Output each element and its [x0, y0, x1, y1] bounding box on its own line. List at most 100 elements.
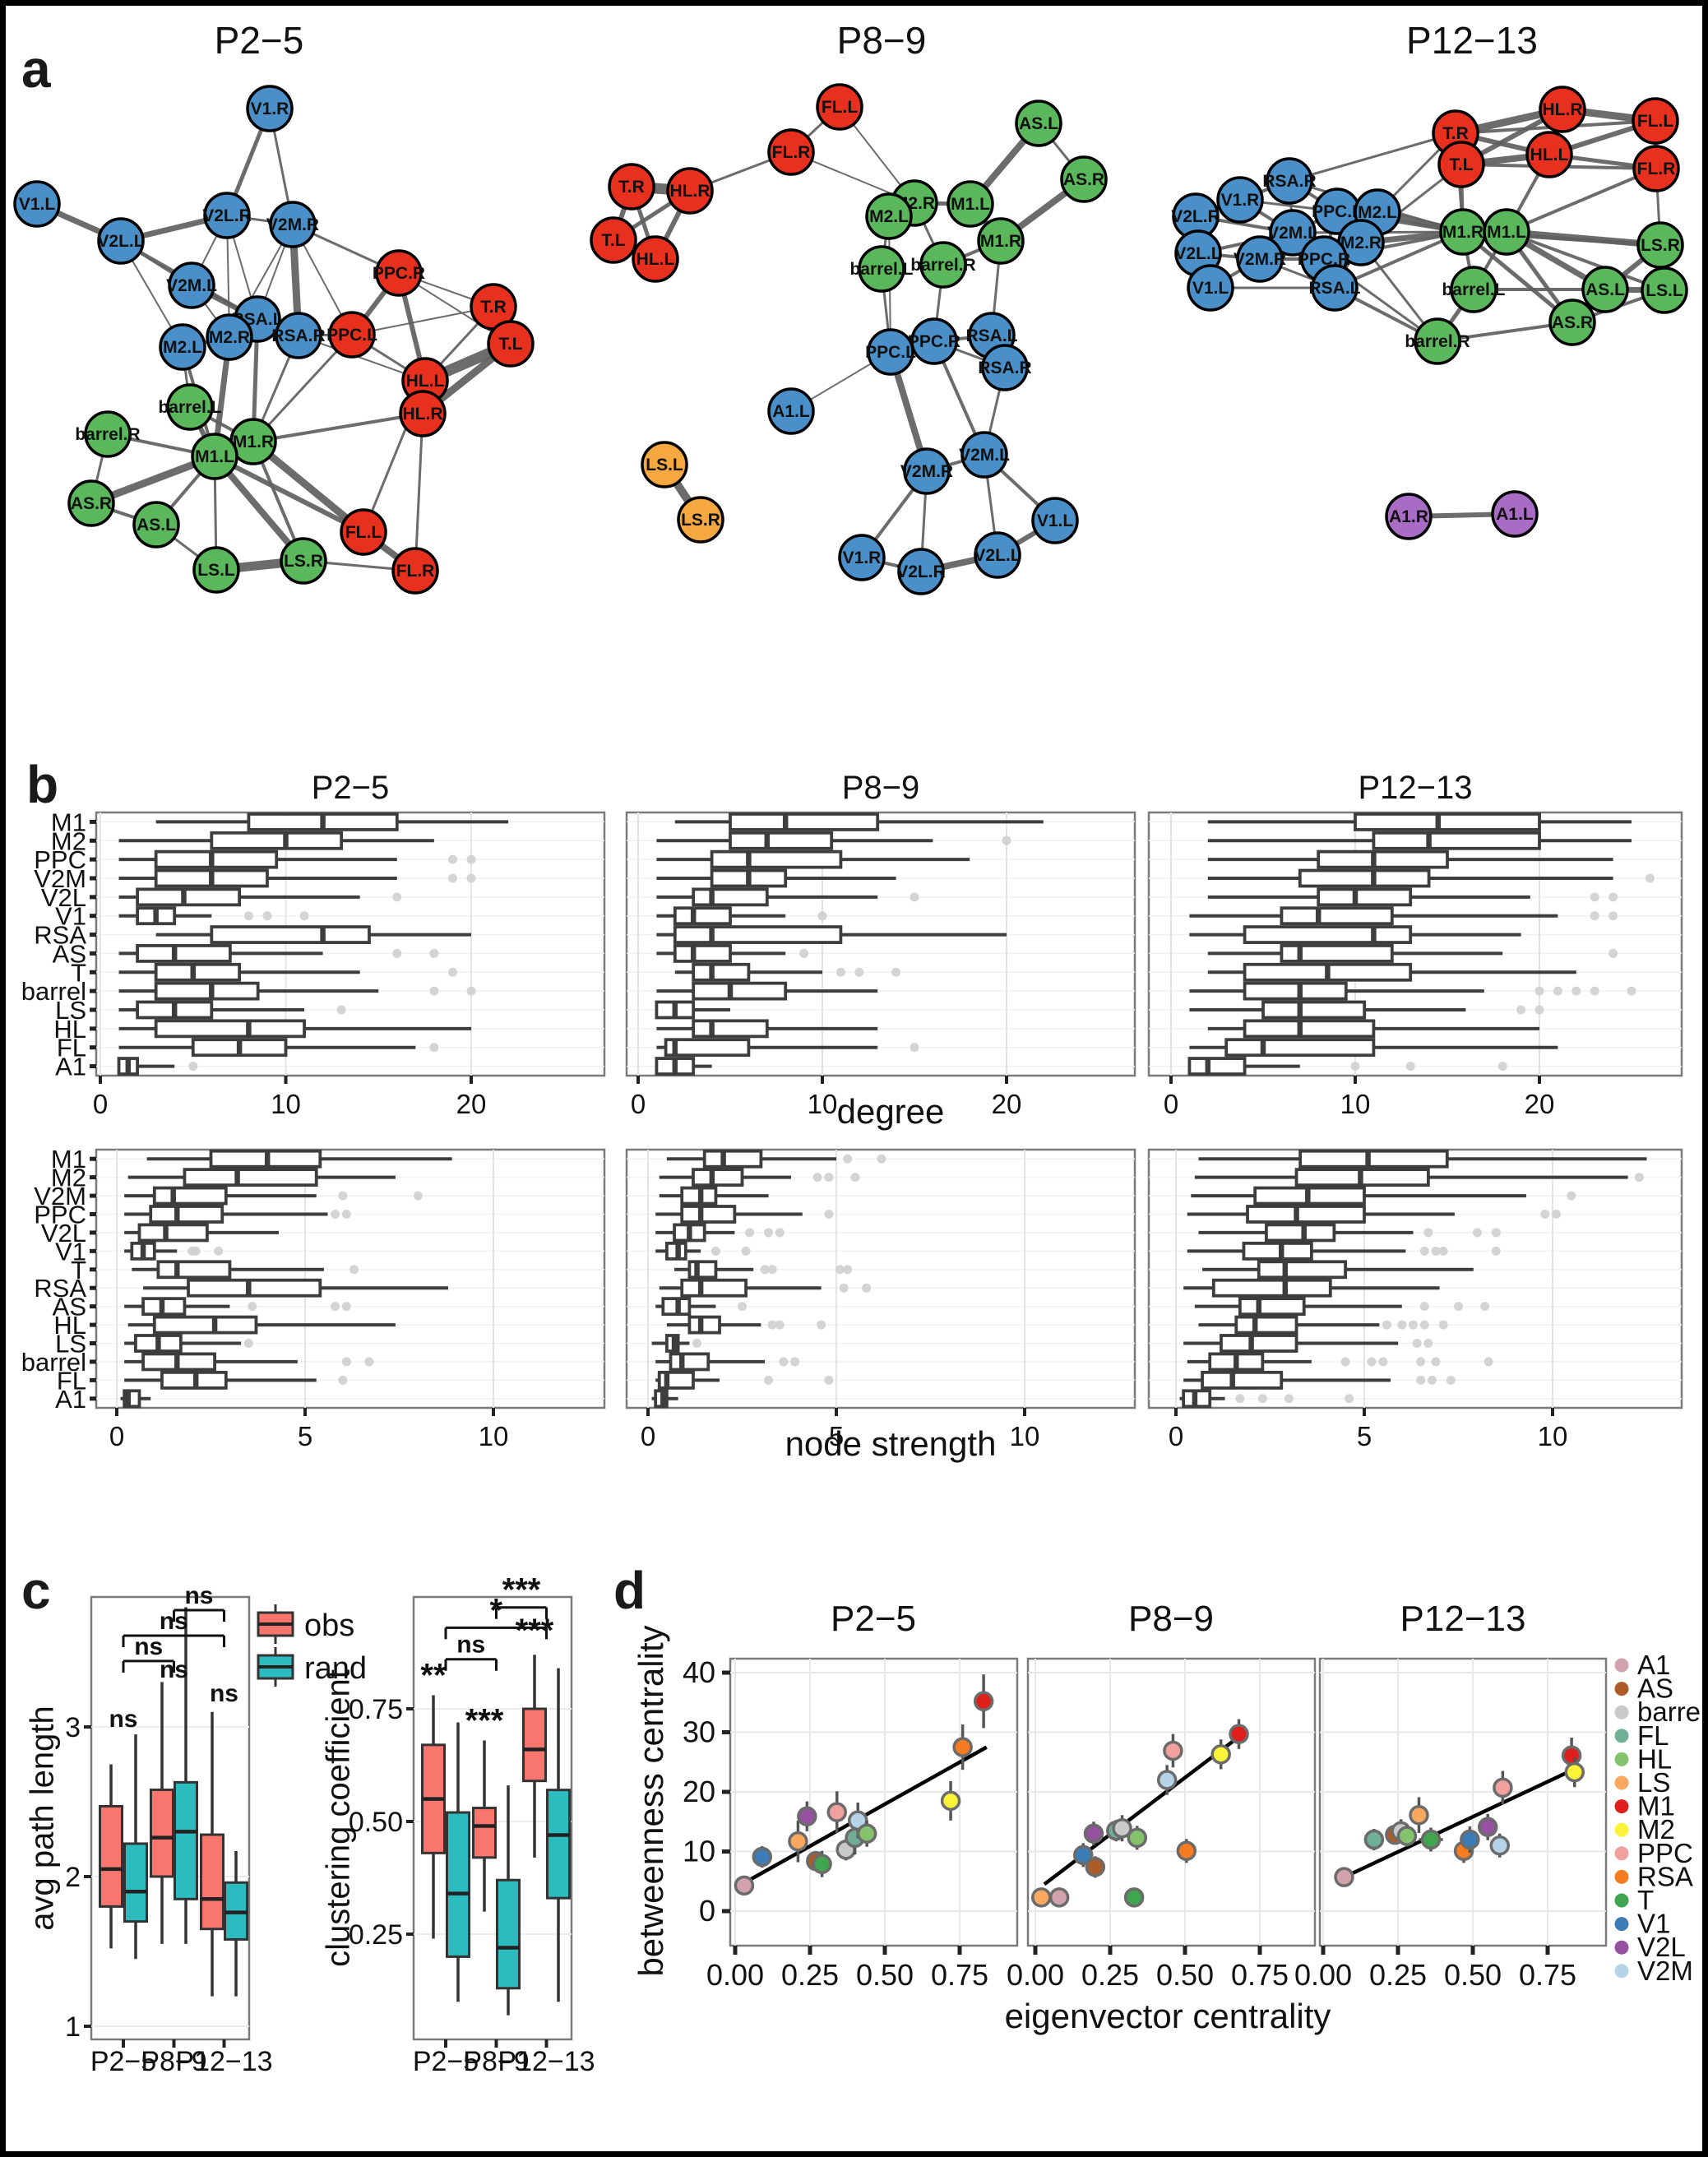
network-node-label: AS.L — [1019, 114, 1058, 133]
outlier — [1431, 1357, 1441, 1367]
scatter-point-V1 — [752, 1846, 773, 1868]
x-tick-label: 0.75 — [1519, 1958, 1576, 1992]
outlier — [760, 1265, 770, 1275]
network-node-PPC.L — [867, 328, 914, 376]
outlier — [191, 1246, 201, 1256]
x-tick-label: 0 — [1164, 1089, 1178, 1119]
network-node-label: PPC.R — [1298, 250, 1350, 269]
y-tick-label: 2 — [65, 1862, 81, 1893]
box — [687, 1315, 721, 1335]
box — [174, 1780, 198, 1900]
box — [1234, 1315, 1298, 1335]
scatter-point-V2L — [1083, 1823, 1104, 1844]
outlier — [1284, 1394, 1294, 1404]
network-node-label: HL.R — [670, 182, 711, 201]
legend-dot-V2L — [1614, 1940, 1629, 1955]
network-node-label: M1.L — [951, 195, 990, 214]
scatter-point-M2 — [940, 1790, 961, 1812]
network-node-label: V1.L — [1037, 511, 1074, 530]
x-tick-label: 0.25 — [1081, 1958, 1139, 1992]
network-node-V1.L — [1031, 497, 1079, 544]
network-node-V1.L — [1187, 264, 1234, 312]
outlier — [364, 1357, 374, 1367]
scatter-title-p12-13: P12−13 — [1400, 1599, 1526, 1639]
sig-label: *** — [502, 1572, 541, 1608]
scatter-title-p2-5: P2−5 — [831, 1599, 916, 1639]
legend-label-T: T — [1637, 1885, 1654, 1915]
box — [673, 944, 732, 963]
scatter-point-HL — [1396, 1826, 1418, 1846]
category-label: LS — [55, 1330, 86, 1359]
network-node-label: PPC.R — [908, 332, 960, 351]
outlier — [1608, 948, 1618, 958]
degree-title-p2-5: P2−5 — [311, 770, 390, 806]
clustering-coefficient-axis-label: clustering coefficient — [320, 1669, 357, 1967]
network-node-label: PPC.R — [373, 264, 425, 283]
outlier — [835, 1265, 845, 1275]
outlier — [1002, 835, 1011, 845]
network-edge — [1460, 229, 1575, 325]
category-label: barrel — [21, 977, 86, 1006]
network-node-label: HL.R — [403, 405, 443, 424]
sig-label: ns — [210, 1680, 238, 1707]
network-node-V2L.L — [97, 217, 145, 265]
network-node-label: T.L — [1449, 155, 1473, 174]
scatter-point-A1 — [734, 1875, 755, 1896]
x-tick-label: 0.50 — [856, 1958, 914, 1992]
network-node-label: V2L.R — [896, 562, 946, 581]
box — [729, 812, 880, 831]
box — [1242, 1241, 1313, 1261]
network-node-label: HL.R — [1543, 100, 1583, 119]
box — [1261, 1000, 1367, 1020]
x-tick-label: 0.00 — [1007, 1958, 1064, 1992]
network-node-PPC.R — [910, 317, 958, 365]
network-node-RSA.R — [981, 344, 1029, 391]
network-node-label: LS.L — [646, 456, 683, 474]
network-node-V1.R — [838, 534, 886, 581]
x-tick-label: 0 — [1169, 1421, 1183, 1451]
scatter-point-M2 — [1564, 1761, 1585, 1783]
box — [136, 887, 242, 907]
legend-label-LS: LS — [1637, 1767, 1670, 1798]
degree-axis-label: degree — [836, 1092, 945, 1131]
network-node-label: RSA.L — [966, 326, 1018, 345]
network-node-barrel.R — [919, 241, 967, 289]
outlier — [1608, 911, 1618, 921]
box — [702, 1149, 763, 1169]
outlier — [338, 1375, 348, 1385]
outlier — [775, 1320, 785, 1330]
outlier — [341, 1210, 351, 1219]
box — [664, 1038, 751, 1058]
outlier — [775, 1228, 785, 1238]
outlier — [764, 1375, 774, 1385]
y-tick-label: 0.25 — [349, 1919, 403, 1951]
network-node-label: RSA.L — [1309, 279, 1361, 298]
outlier — [331, 1302, 340, 1312]
outlier — [1367, 1357, 1377, 1367]
legend-dot-RSA — [1614, 1869, 1629, 1884]
panel-label-b: b — [26, 755, 59, 814]
betweenness-axis-label: betweenness centrality — [632, 1625, 670, 1977]
legend-dot-HL — [1614, 1752, 1629, 1766]
outlier — [1416, 1375, 1426, 1385]
network-node-AS.R — [67, 479, 115, 527]
category-label: M1 — [51, 808, 86, 836]
group-label: P2−5 — [90, 2046, 156, 2077]
y-tick-label: 3 — [65, 1712, 81, 1743]
box — [183, 1168, 318, 1187]
network-node-HL.L — [1525, 131, 1573, 178]
x-tick-label: 10 — [271, 1089, 301, 1119]
scatter-point-barrel — [1112, 1817, 1132, 1839]
category-label: RSA — [34, 1274, 86, 1303]
sig-label: ns — [456, 1632, 485, 1659]
outlier — [1571, 986, 1581, 996]
outlier — [331, 1210, 340, 1219]
box — [692, 981, 788, 1001]
x-tick-label: 0.00 — [706, 1958, 764, 1992]
network-node-A1.R — [1385, 493, 1433, 540]
group-label: P8−9 — [463, 2046, 529, 2077]
outlier — [1345, 1394, 1354, 1404]
scatter-point-A1 — [1048, 1887, 1070, 1908]
outlier — [1590, 986, 1599, 996]
